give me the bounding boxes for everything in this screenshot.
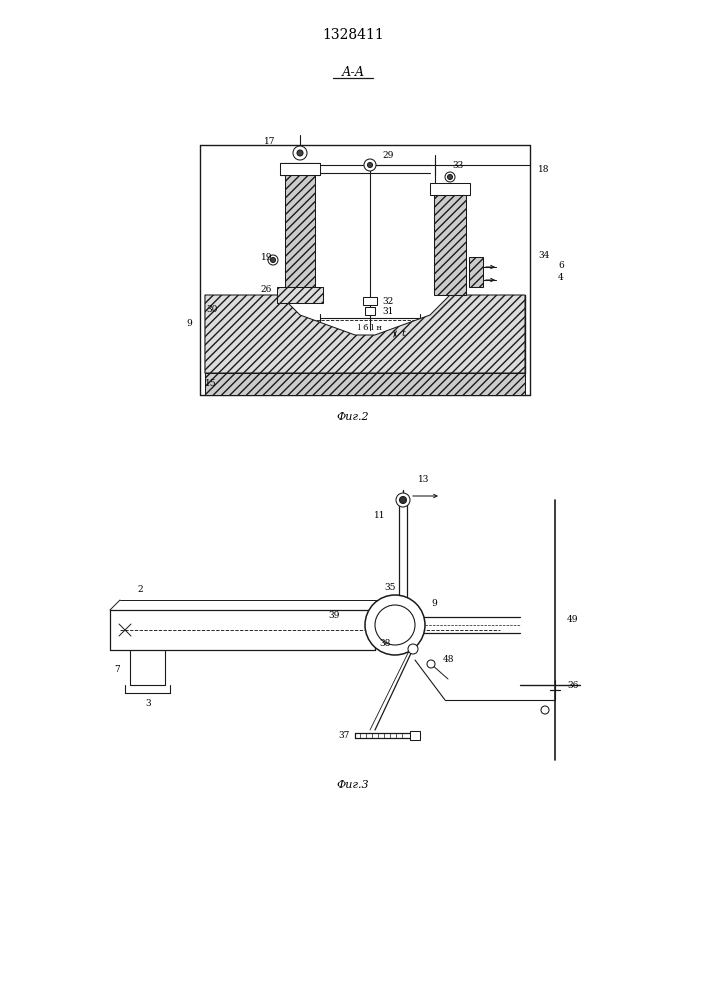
Polygon shape	[205, 295, 525, 373]
Text: 6: 6	[558, 260, 563, 269]
Text: 9: 9	[186, 318, 192, 328]
Bar	[376, 606, 414, 644]
Bar	[365, 307, 375, 315]
Bar	[280, 163, 320, 175]
Circle shape	[445, 172, 455, 182]
Circle shape	[368, 162, 373, 167]
Text: 7: 7	[115, 666, 120, 674]
Text: 15: 15	[205, 379, 216, 388]
Text: 19: 19	[260, 252, 272, 261]
Bar	[410, 731, 420, 740]
Text: 35: 35	[384, 584, 396, 592]
Text: 11: 11	[373, 510, 385, 520]
Text: 9: 9	[431, 598, 437, 607]
Text: 18: 18	[538, 164, 549, 174]
Circle shape	[396, 493, 410, 507]
Text: 30: 30	[206, 306, 218, 314]
Text: 32: 32	[382, 296, 393, 306]
Circle shape	[408, 644, 418, 654]
Text: 2: 2	[137, 585, 143, 594]
Circle shape	[448, 174, 452, 180]
Text: 17: 17	[264, 136, 275, 145]
Text: 38: 38	[380, 640, 391, 648]
Circle shape	[365, 595, 425, 655]
Text: 49: 49	[567, 615, 578, 624]
Circle shape	[399, 496, 407, 504]
Text: 3: 3	[145, 698, 151, 708]
Text: 39: 39	[329, 610, 340, 619]
Text: Фиг.2: Фиг.2	[337, 412, 369, 422]
Text: 1328411: 1328411	[322, 28, 384, 42]
Bar	[277, 287, 323, 303]
Text: 36: 36	[567, 680, 578, 690]
Text: 13: 13	[418, 476, 429, 485]
Circle shape	[541, 706, 549, 714]
Bar	[285, 175, 315, 295]
Text: Фиг.3: Фиг.3	[337, 780, 369, 790]
Text: 48: 48	[443, 654, 455, 664]
Circle shape	[293, 146, 307, 160]
Text: 26: 26	[261, 286, 272, 294]
Circle shape	[268, 255, 278, 265]
Bar	[363, 297, 377, 305]
Circle shape	[297, 150, 303, 156]
Circle shape	[427, 660, 435, 668]
Circle shape	[271, 257, 276, 262]
Circle shape	[364, 159, 376, 171]
Bar	[434, 195, 466, 295]
Text: 37: 37	[339, 730, 350, 740]
Text: 31: 31	[382, 306, 393, 316]
Text: l б l н: l б l н	[358, 324, 382, 332]
Text: 29: 29	[382, 150, 393, 159]
Bar	[205, 373, 525, 395]
Text: t: t	[401, 330, 405, 338]
Text: 4: 4	[558, 272, 563, 282]
Circle shape	[375, 605, 415, 645]
Text: 33: 33	[452, 160, 463, 169]
Bar	[469, 257, 483, 287]
Bar	[430, 183, 470, 195]
Text: А-А: А-А	[341, 66, 365, 79]
Text: 34: 34	[538, 250, 549, 259]
